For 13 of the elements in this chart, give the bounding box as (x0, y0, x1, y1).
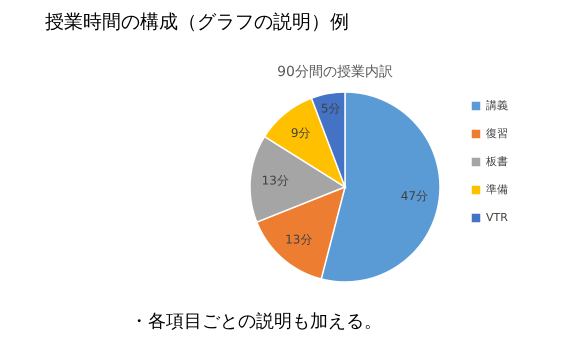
data-label: 13分 (262, 174, 289, 188)
text: 授業時間の構成（グラフの説明）例 (45, 11, 349, 33)
legend-label: 講義 (486, 99, 508, 112)
text: ・各項目ごとの説明も加える。 (130, 311, 382, 332)
legend-label: 板書 (485, 155, 508, 168)
data-label: 5分 (320, 101, 340, 116)
data-label: 47分 (400, 188, 428, 203)
data-label: 13分 (285, 232, 312, 247)
legend-label: VTR (486, 211, 508, 224)
legend-label: 準備 (486, 183, 508, 196)
chart-title: 90分間の授業内訳 (277, 64, 393, 80)
legend-label: 復習 (486, 127, 508, 140)
data-label: 9分 (290, 126, 310, 140)
